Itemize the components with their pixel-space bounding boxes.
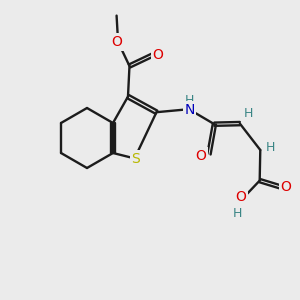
Text: H: H	[266, 140, 275, 154]
Text: N: N	[184, 103, 195, 117]
Text: H: H	[244, 107, 253, 120]
Text: O: O	[280, 180, 291, 194]
Text: O: O	[152, 48, 164, 62]
Text: O: O	[235, 190, 246, 204]
Text: H: H	[232, 206, 242, 220]
Text: H: H	[185, 94, 194, 107]
Text: S: S	[131, 152, 140, 166]
Text: O: O	[195, 149, 206, 163]
Text: O: O	[111, 35, 122, 49]
